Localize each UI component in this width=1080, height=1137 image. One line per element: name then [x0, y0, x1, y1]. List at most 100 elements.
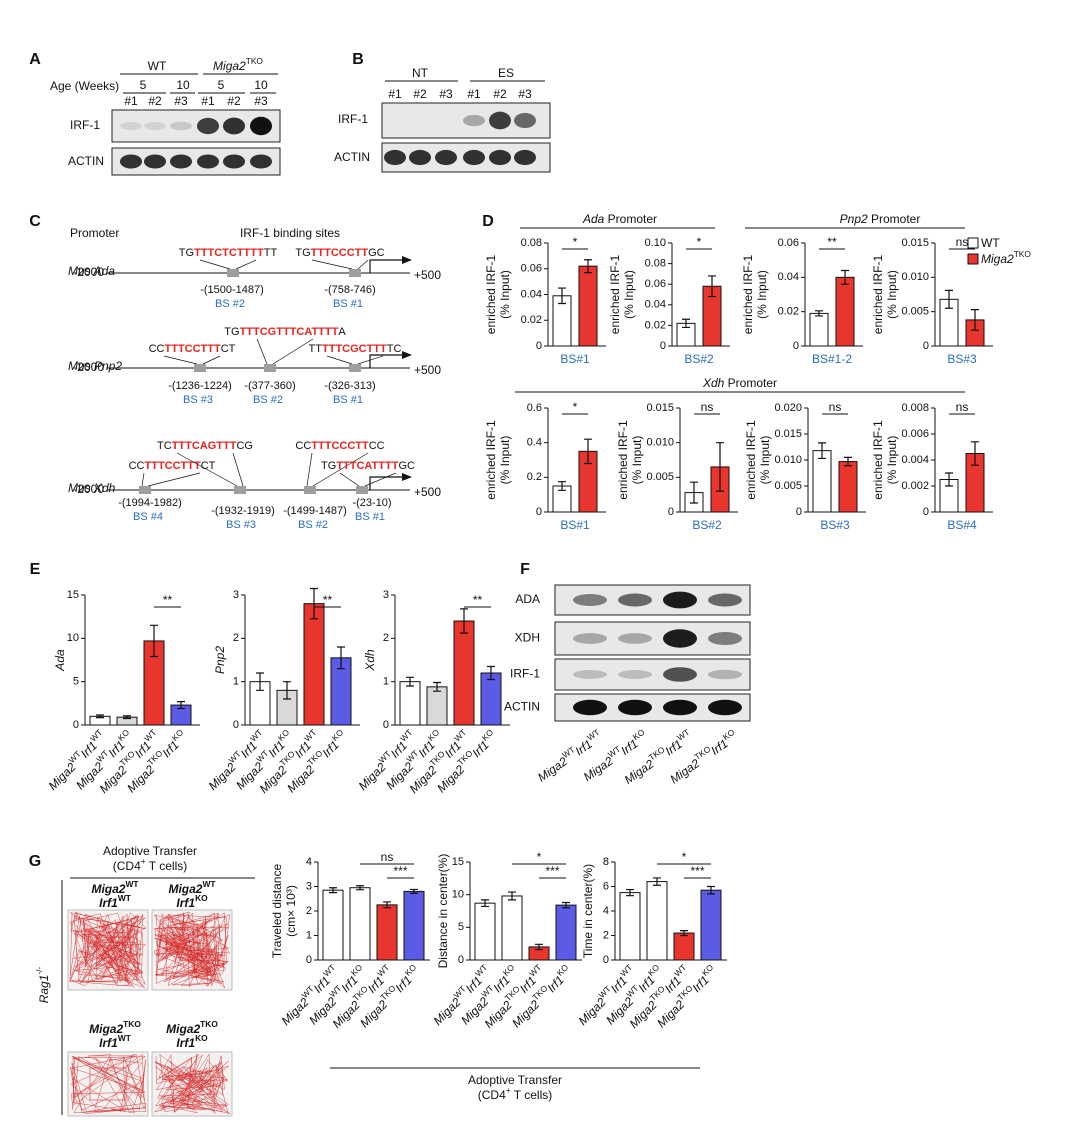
error-bar	[690, 481, 698, 504]
connector	[364, 472, 397, 487]
sequence: TGTTTCGTTTCATTTTA	[224, 326, 346, 338]
y-tick-label: 0.6	[527, 402, 542, 414]
error-bar	[818, 442, 826, 460]
y-tick-label: 10	[452, 889, 464, 901]
y-tick-label: 0.02	[521, 314, 542, 326]
x-tick-label: BS#1	[560, 352, 590, 366]
error-bar	[508, 891, 516, 901]
band	[573, 594, 607, 606]
significance-label: ns	[701, 400, 714, 414]
band	[489, 149, 511, 166]
y-tick-label: 15	[452, 856, 464, 868]
y-tick-label: 2	[306, 905, 312, 917]
lane-label: #3	[518, 87, 532, 101]
text-run: CC	[369, 440, 385, 452]
band	[463, 114, 485, 127]
lane-label: #2	[227, 94, 241, 108]
error-bar	[487, 665, 495, 681]
text-run: CC	[295, 440, 311, 452]
y-tick-label: 0.08	[645, 258, 666, 270]
band	[170, 121, 192, 131]
y-tick-label: 0.04	[645, 299, 666, 311]
y-tick-label: 0.4	[527, 437, 542, 449]
text-run: CC	[149, 343, 165, 355]
track	[69, 911, 147, 988]
text-run: Miga2	[91, 882, 125, 896]
y-tick-label: 3	[383, 589, 389, 601]
y-axis-label: Traveled distance	[270, 864, 284, 959]
text-run: -/-	[34, 966, 44, 974]
y-tick-label: 0	[458, 954, 464, 966]
text-run: CC	[129, 460, 145, 472]
error-bar	[682, 318, 690, 329]
y-axis-label: (% Input)	[498, 270, 512, 319]
error-bar	[383, 901, 391, 909]
age-value: 5	[140, 78, 147, 92]
error-bar	[653, 877, 661, 886]
band	[197, 154, 219, 169]
error-bar	[460, 608, 468, 634]
group-label: WT	[148, 59, 167, 73]
host-label: Rag1-/-	[34, 966, 51, 1003]
group-label: Miga2TKO	[166, 1019, 218, 1036]
connector	[312, 452, 369, 487]
row-label: IRF-1	[510, 667, 540, 681]
x-tick-label: BS#3	[947, 352, 977, 366]
y-tick-label: 8	[603, 856, 609, 868]
error-bar	[815, 310, 823, 317]
site-label: BS #4	[133, 511, 163, 523]
band	[223, 117, 245, 135]
y-tick-label: 0	[793, 340, 799, 352]
y-tick-label: 2	[233, 632, 239, 644]
x-tick-label: BS#4	[947, 518, 977, 532]
bar	[303, 603, 325, 726]
panel-label: B	[352, 51, 364, 68]
bar	[480, 672, 502, 726]
band	[663, 699, 697, 716]
legend-label: Miga2TKO	[981, 249, 1031, 266]
band	[223, 154, 245, 169]
promoter-title: Pnp2 Promoter	[840, 212, 921, 226]
y-axis-label: (% Input)	[498, 436, 512, 485]
panel-label: D	[482, 213, 494, 230]
y-tick-label: 0.020	[774, 402, 802, 414]
binding-site	[234, 486, 246, 494]
text-run: TTTCCTTT	[145, 460, 201, 472]
lane-label: #1	[124, 94, 138, 108]
gene-name: Mus Xdh	[68, 481, 116, 495]
band	[435, 149, 457, 166]
y-tick-label: 15	[67, 589, 79, 601]
text-run: Miga2	[166, 1022, 200, 1036]
x-tick-label: BS#2	[684, 352, 714, 366]
sequence: TGTTTCCCTTGC	[295, 247, 384, 259]
band	[573, 699, 607, 716]
y-axis-label: Distance in center(%)	[436, 854, 450, 969]
footer-title: Adoptive Transfer	[468, 1073, 562, 1087]
text-run: TG	[321, 460, 336, 472]
position: -(1994-1982)	[118, 497, 182, 509]
blot-frame	[554, 658, 751, 691]
position: -(377-360)	[244, 380, 295, 392]
text-run: Mus Pnp2	[68, 359, 122, 373]
band	[573, 670, 607, 679]
y-tick-label: 0.06	[778, 237, 799, 249]
band	[514, 112, 536, 129]
connector	[235, 259, 257, 270]
text-run: Pnp2	[213, 646, 227, 674]
site-label: BS #2	[253, 394, 283, 406]
y-tick-label: 0.02	[778, 306, 799, 318]
y-tick-label: 0.010	[901, 271, 929, 283]
y-axis-label: (% Input)	[622, 270, 636, 319]
text-run: TG	[295, 247, 310, 259]
y-axis-label: (% Input)	[885, 270, 899, 319]
bar	[838, 461, 858, 513]
significance-label: ns	[381, 850, 394, 864]
promoter-title: Ada Promoter	[582, 212, 657, 226]
significance-label: ***	[393, 864, 407, 878]
age-value: 10	[254, 78, 268, 92]
y-tick-label: 0	[233, 719, 239, 731]
start-label: -2000	[73, 265, 104, 279]
bar	[619, 892, 641, 961]
text-run: Miga2	[168, 882, 202, 896]
y-tick-label: 0	[383, 719, 389, 731]
